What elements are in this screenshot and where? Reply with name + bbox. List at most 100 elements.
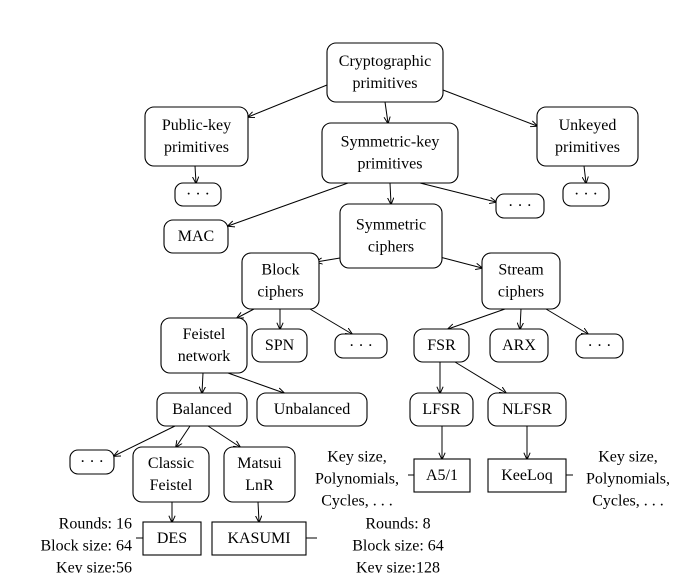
kasumi-params-line-2: Block size: 64 bbox=[352, 538, 444, 555]
block-ciphers-label-line-1: Block bbox=[261, 262, 299, 279]
keeloq-params-line-2: Polynomials, bbox=[586, 471, 670, 488]
crypto-label-line-2: primitives bbox=[353, 75, 418, 92]
keeloq-node: KeeLoq bbox=[487, 458, 567, 493]
public-key-box bbox=[144, 106, 249, 167]
stream-ciphers-label-line-1: Stream bbox=[498, 262, 544, 279]
unbalanced-label-line-1: Unbalanced bbox=[274, 401, 350, 418]
balanced-box bbox=[156, 392, 248, 427]
edge-7 bbox=[419, 182, 496, 202]
spn-label-line-1: SPN bbox=[265, 337, 295, 354]
public-key-label-line-2: primitives bbox=[164, 139, 229, 156]
classic-feistel-box bbox=[132, 446, 210, 503]
a51-params-line-1: Key size, bbox=[327, 449, 387, 466]
symkey-dots-node: · · · bbox=[495, 193, 545, 219]
edge-5 bbox=[584, 165, 586, 183]
spn-box bbox=[251, 328, 308, 363]
edge-16 bbox=[545, 308, 588, 334]
feistel-label-line-2: network bbox=[178, 348, 230, 365]
matsui-box bbox=[223, 446, 296, 503]
unkeyed-label-line-2: primitives bbox=[555, 139, 620, 156]
kasumi-node: KASUMI bbox=[211, 521, 307, 556]
unkeyed-label-line-1: Unkeyed bbox=[559, 117, 617, 134]
classic-feistel-node: Classic Feistel bbox=[132, 446, 210, 503]
feistel-label-line-1: Feistel bbox=[183, 326, 226, 343]
a51-params-line-2: Polynomials, bbox=[315, 471, 399, 488]
unkeyed-dots-node: · · · bbox=[562, 182, 610, 207]
kasumi-params-line-3: Key size:128 bbox=[356, 560, 440, 573]
keeloq-params-line-3: Cycles, . . . bbox=[592, 493, 664, 510]
edge-13 bbox=[309, 308, 352, 334]
arx-node: ARX bbox=[489, 328, 549, 363]
des-params-line-1: Rounds: 16 bbox=[59, 516, 132, 533]
block-dots-label-line-1: · · · bbox=[349, 338, 373, 355]
edge-15 bbox=[520, 308, 521, 329]
edge-3 bbox=[442, 89, 537, 126]
lfsr-box bbox=[409, 392, 474, 427]
symkey-dots-label-line-1: · · · bbox=[508, 198, 532, 215]
des-box bbox=[142, 521, 202, 556]
balanced-node: Balanced bbox=[156, 392, 248, 427]
public-dots-box bbox=[174, 182, 222, 207]
balanced-dots-node: · · · bbox=[69, 449, 115, 475]
nodes: Cryptographic primitives Public-key primiti… bbox=[69, 42, 639, 556]
unbalanced-box bbox=[256, 392, 368, 427]
a51-node: A5/1 bbox=[413, 458, 471, 493]
symmetric-key-node: Symmetric-key primitives bbox=[321, 122, 459, 184]
unkeyed-dots-label-line-1: · · · bbox=[574, 186, 598, 203]
feistel-box bbox=[160, 317, 248, 374]
keeloq-params-annotation: Key size, Polynomials, Cycles, . . . bbox=[586, 449, 670, 510]
spn-node: SPN bbox=[251, 328, 308, 363]
block-dots-box bbox=[334, 333, 388, 359]
kasumi-label-line-1: KASUMI bbox=[227, 530, 290, 547]
edge-8 bbox=[390, 182, 391, 204]
crypto-box bbox=[326, 42, 444, 103]
a51-params-annotation: Key size, Polynomials, Cycles, . . . bbox=[315, 449, 399, 510]
public-dots-node: · · · bbox=[174, 182, 222, 207]
unkeyed-dots-box bbox=[562, 182, 610, 207]
classic-feistel-label-line-1: Classic bbox=[148, 455, 194, 472]
fsr-node: FSR bbox=[413, 328, 470, 363]
symmetric-key-label-line-2: primitives bbox=[358, 156, 423, 173]
mac-box bbox=[163, 219, 229, 254]
edge-18 bbox=[227, 372, 284, 393]
block-ciphers-node: Block ciphers bbox=[241, 252, 320, 310]
matsui-node: Matsui LnR bbox=[223, 446, 296, 503]
a51-box bbox=[413, 458, 471, 493]
unkeyed-box bbox=[536, 106, 639, 167]
fsr-label-line-1: FSR bbox=[427, 337, 456, 354]
des-node: DES bbox=[142, 521, 202, 556]
edge-17 bbox=[202, 372, 203, 393]
edge-20 bbox=[454, 361, 506, 393]
arx-label-line-1: ARX bbox=[502, 337, 536, 354]
mac-label-line-1: MAC bbox=[178, 228, 214, 245]
stream-ciphers-node: Stream ciphers bbox=[481, 252, 561, 310]
edge-21 bbox=[114, 425, 176, 456]
des-params-line-3: Key size:56 bbox=[56, 560, 132, 573]
edge-11 bbox=[237, 308, 255, 318]
symmetric-ciphers-label-line-1: Symmetric bbox=[356, 217, 426, 234]
public-key-label-line-1: Public-key bbox=[162, 117, 231, 134]
stream-dots-label-line-1: · · · bbox=[588, 338, 612, 355]
classic-feistel-label-line-2: Feistel bbox=[150, 477, 193, 494]
public-dots-label-line-1: · · · bbox=[186, 186, 210, 203]
des-params-annotation: Rounds: 16 Block size: 64 Key size:56 bbox=[40, 516, 132, 573]
fsr-box bbox=[413, 328, 470, 363]
arx-box bbox=[489, 328, 549, 363]
kasumi-box bbox=[211, 521, 307, 556]
stream-dots-box bbox=[575, 333, 624, 359]
keeloq-params-line-1: Key size, bbox=[598, 449, 658, 466]
lfsr-label-line-1: LFSR bbox=[422, 401, 461, 418]
edges bbox=[114, 84, 588, 539]
balanced-dots-box bbox=[69, 449, 115, 475]
nlfsr-node: NLFSR bbox=[487, 392, 567, 427]
edge-14 bbox=[448, 308, 506, 329]
edge-1 bbox=[248, 84, 328, 117]
feistel-node: Feistel network bbox=[160, 317, 248, 374]
lfsr-node: LFSR bbox=[409, 392, 474, 427]
balanced-label-line-1: Balanced bbox=[172, 401, 232, 418]
symmetric-ciphers-box bbox=[339, 203, 443, 269]
symmetric-ciphers-label-line-2: ciphers bbox=[368, 239, 414, 256]
balanced-dots-label-line-1: · · · bbox=[80, 454, 104, 471]
nlfsr-label-line-1: NLFSR bbox=[502, 401, 552, 418]
